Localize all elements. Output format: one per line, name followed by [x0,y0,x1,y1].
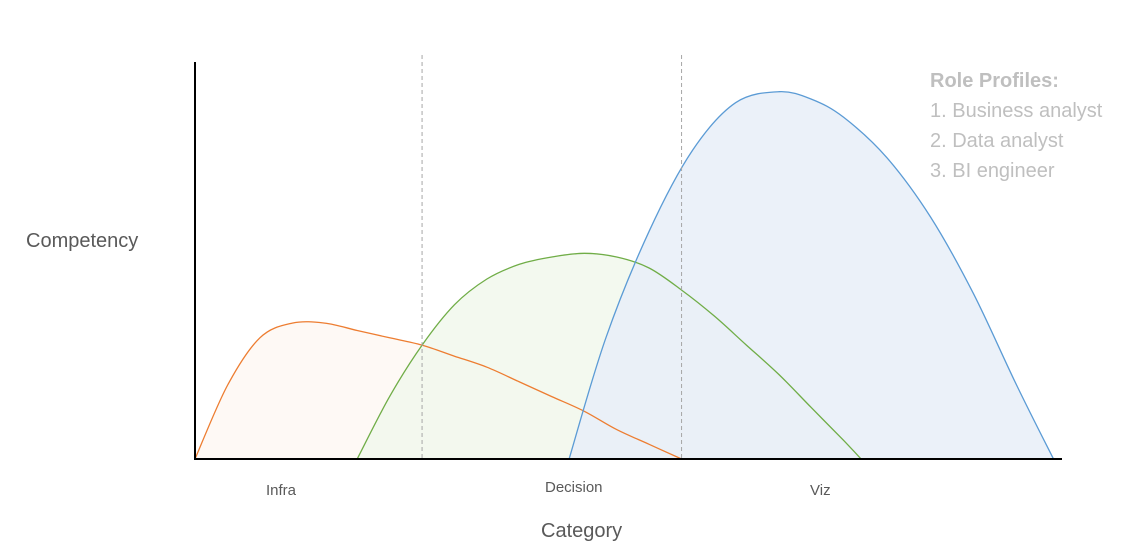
area-fill-bi-engineer [569,91,1054,459]
series-line-bi-engineer [568,91,1055,460]
series-areas [194,91,1055,460]
series-line-business-analyst [194,321,682,460]
legend-title: Role Profiles: [930,70,1059,92]
legend: Role Profiles: 1. Business analyst 2. Da… [930,66,1102,186]
legend-item-bi-engineer: 3. BI engineer [930,160,1055,182]
category-label-infra: Infra [266,482,297,499]
category-label-decision: Decision [545,479,603,496]
x-axis-label: Category [541,520,623,542]
legend-item-data-analyst: 2. Data analyst [930,130,1064,152]
series-line-data-analyst [356,252,862,460]
y-axis-label: Competency [26,230,139,252]
category-label-viz: Viz [810,482,831,499]
legend-item-business-analyst: 1. Business analyst [930,100,1103,122]
category-dividers [421,55,683,459]
